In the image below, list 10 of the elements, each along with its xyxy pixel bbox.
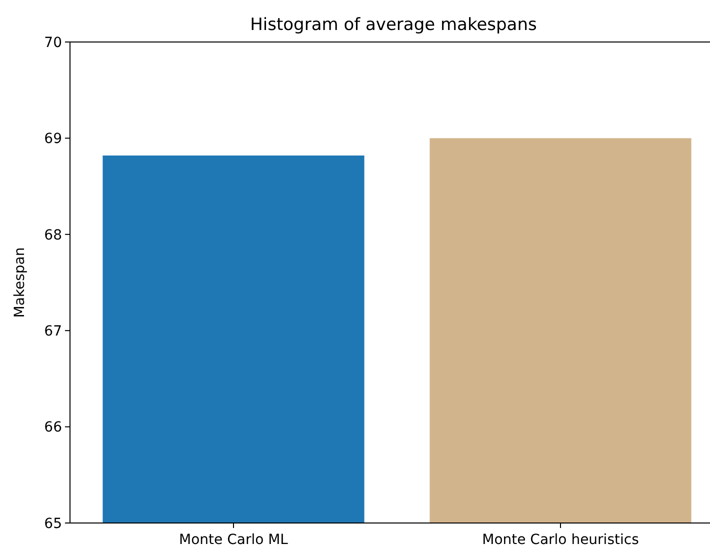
x-tick-label: Monte Carlo heuristics: [482, 532, 639, 548]
y-tick-label: 67: [44, 324, 62, 340]
y-tick-label: 70: [44, 34, 62, 51]
x-tick-label: Monte Carlo ML: [179, 532, 288, 548]
y-tick-label: 68: [44, 227, 62, 244]
y-tick-label: 69: [44, 131, 62, 148]
y-axis-title: Makespan: [12, 247, 28, 318]
y-tick-label: 66: [44, 420, 62, 436]
y-tick-label: 65: [44, 516, 62, 532]
chart-title: Histogram of average makespans: [250, 15, 538, 35]
